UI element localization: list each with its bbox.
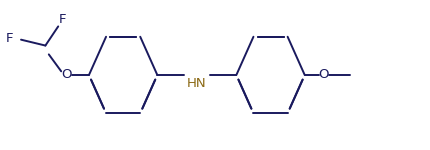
Text: HN: HN [187,77,207,90]
Text: F: F [5,32,13,45]
Text: O: O [319,69,329,81]
Text: O: O [61,69,72,81]
Text: F: F [59,13,66,26]
